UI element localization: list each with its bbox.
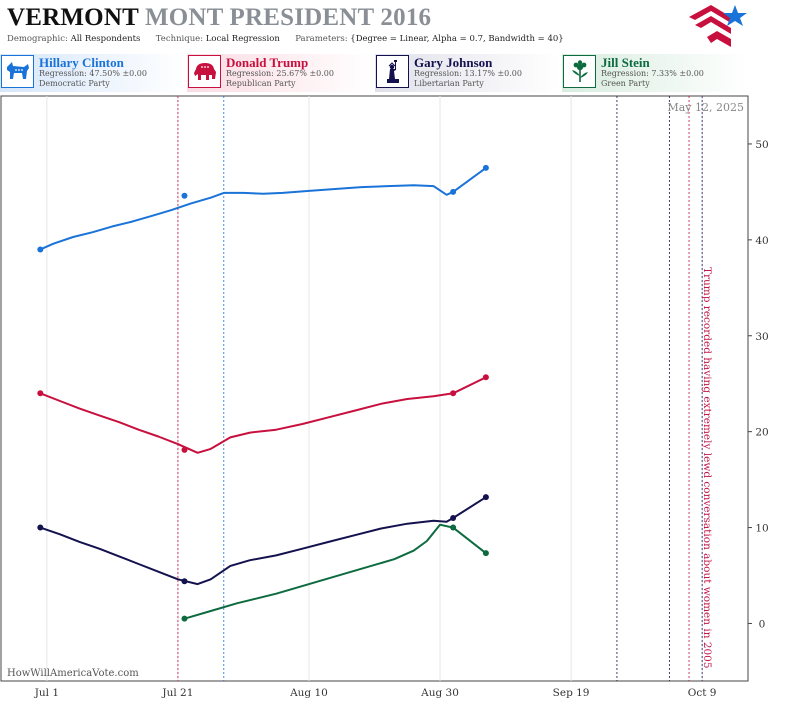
legend-name-stein: Jill Stein (601, 55, 650, 70)
series-line (183, 523, 487, 620)
data-point (482, 374, 489, 381)
title-rest: MONT PRESIDENT 2016 (144, 4, 432, 31)
y-tick-label: 20 (755, 427, 768, 439)
legend-item-clinton: Hillary Clinton Regression: 47.50% ±0.00… (0, 54, 185, 92)
legend-name-clinton: Hillary Clinton (39, 55, 124, 70)
event-annotation-text: Trump recorded having extremely lewd con… (701, 267, 713, 669)
legend-regression-clinton: Regression: 47.50% ±0.00 (39, 69, 147, 78)
legend-regression-trump: Regression: 25.67% ±0.00 (226, 69, 334, 78)
y-tick-label: 30 (755, 331, 768, 343)
series-line (39, 376, 487, 454)
data-point (482, 494, 489, 501)
liberty-statue-icon (376, 55, 409, 88)
legend-item-stein: Jill Stein Regression: 7.33% ±0.00 Green… (562, 54, 748, 92)
flag-star-logo-icon (687, 3, 749, 51)
legend-name-johnson: Gary Johnson (414, 55, 493, 70)
x-tick-label: Sep 19 (553, 687, 590, 699)
candidate-legend: Hillary Clinton Regression: 47.50% ±0.00… (0, 54, 789, 94)
data-point (37, 390, 44, 397)
x-tick-label: Jul 1 (34, 687, 59, 699)
x-tick-label: Oct 9 (688, 687, 717, 699)
technique-label: Technique: (155, 34, 204, 44)
y-tick-label: 50 (755, 139, 768, 151)
title-state: VERMONT (7, 4, 139, 31)
data-point (181, 446, 188, 453)
data-point (482, 164, 489, 171)
x-tick-label: Aug 30 (420, 687, 459, 699)
x-tick-label: Aug 10 (289, 687, 328, 699)
data-point (181, 192, 188, 199)
event-annotation: Trump recorded having extremely lewd con… (701, 267, 718, 669)
demographic-label: Demographic: (7, 34, 68, 44)
attribution: HowWillAmericaVote.com (7, 668, 139, 679)
parameters-label: Parameters: (295, 34, 348, 44)
y-tick-label: 0 (759, 618, 766, 630)
chart-parameters: Demographic: All Respondents Technique: … (7, 34, 564, 44)
legend-item-trump: Donald Trump Regression: 25.67% ±0.00 Re… (187, 54, 373, 92)
data-point (450, 524, 457, 531)
legend-party-stein: Green Party (601, 79, 650, 88)
date-stamp: May 12, 2025 (667, 101, 744, 114)
legend-regression-stein: Regression: 7.33% ±0.00 (601, 69, 704, 78)
legend-item-johnson: Gary Johnson Regression: 13.17% ±0.00 Li… (375, 54, 560, 92)
series-line (39, 496, 487, 586)
page-title: VERMONT MONT PRESIDENT 2016 (7, 4, 431, 32)
y-tick-label: 10 (755, 523, 768, 535)
data-point (37, 246, 44, 253)
data-point (450, 514, 457, 521)
legend-regression-johnson: Regression: 13.17% ±0.00 (414, 69, 522, 78)
legend-party-clinton: Democratic Party (39, 79, 110, 88)
legend-party-trump: Republican Party (226, 79, 296, 88)
y-tick-label: 40 (755, 235, 768, 247)
legend-party-johnson: Libertarian Party (414, 79, 484, 88)
x-tick-label: Jul 21 (161, 687, 193, 699)
demographic-value: All Respondents (70, 34, 141, 44)
data-point (181, 578, 188, 585)
plot-frame (0, 95, 749, 682)
legend-name-trump: Donald Trump (226, 55, 309, 70)
series-line (39, 166, 487, 251)
donkey-icon (1, 55, 34, 88)
elephant-icon (188, 55, 221, 88)
data-point (482, 550, 489, 557)
technique-value: Local Regression (205, 34, 280, 44)
data-point (450, 390, 457, 397)
data-point (37, 524, 44, 531)
parameters-value: {Degree = Linear, Alpha = 0.7, Bandwidth… (350, 34, 564, 44)
data-point (450, 188, 457, 195)
flower-icon (563, 55, 596, 88)
data-point (181, 615, 188, 622)
